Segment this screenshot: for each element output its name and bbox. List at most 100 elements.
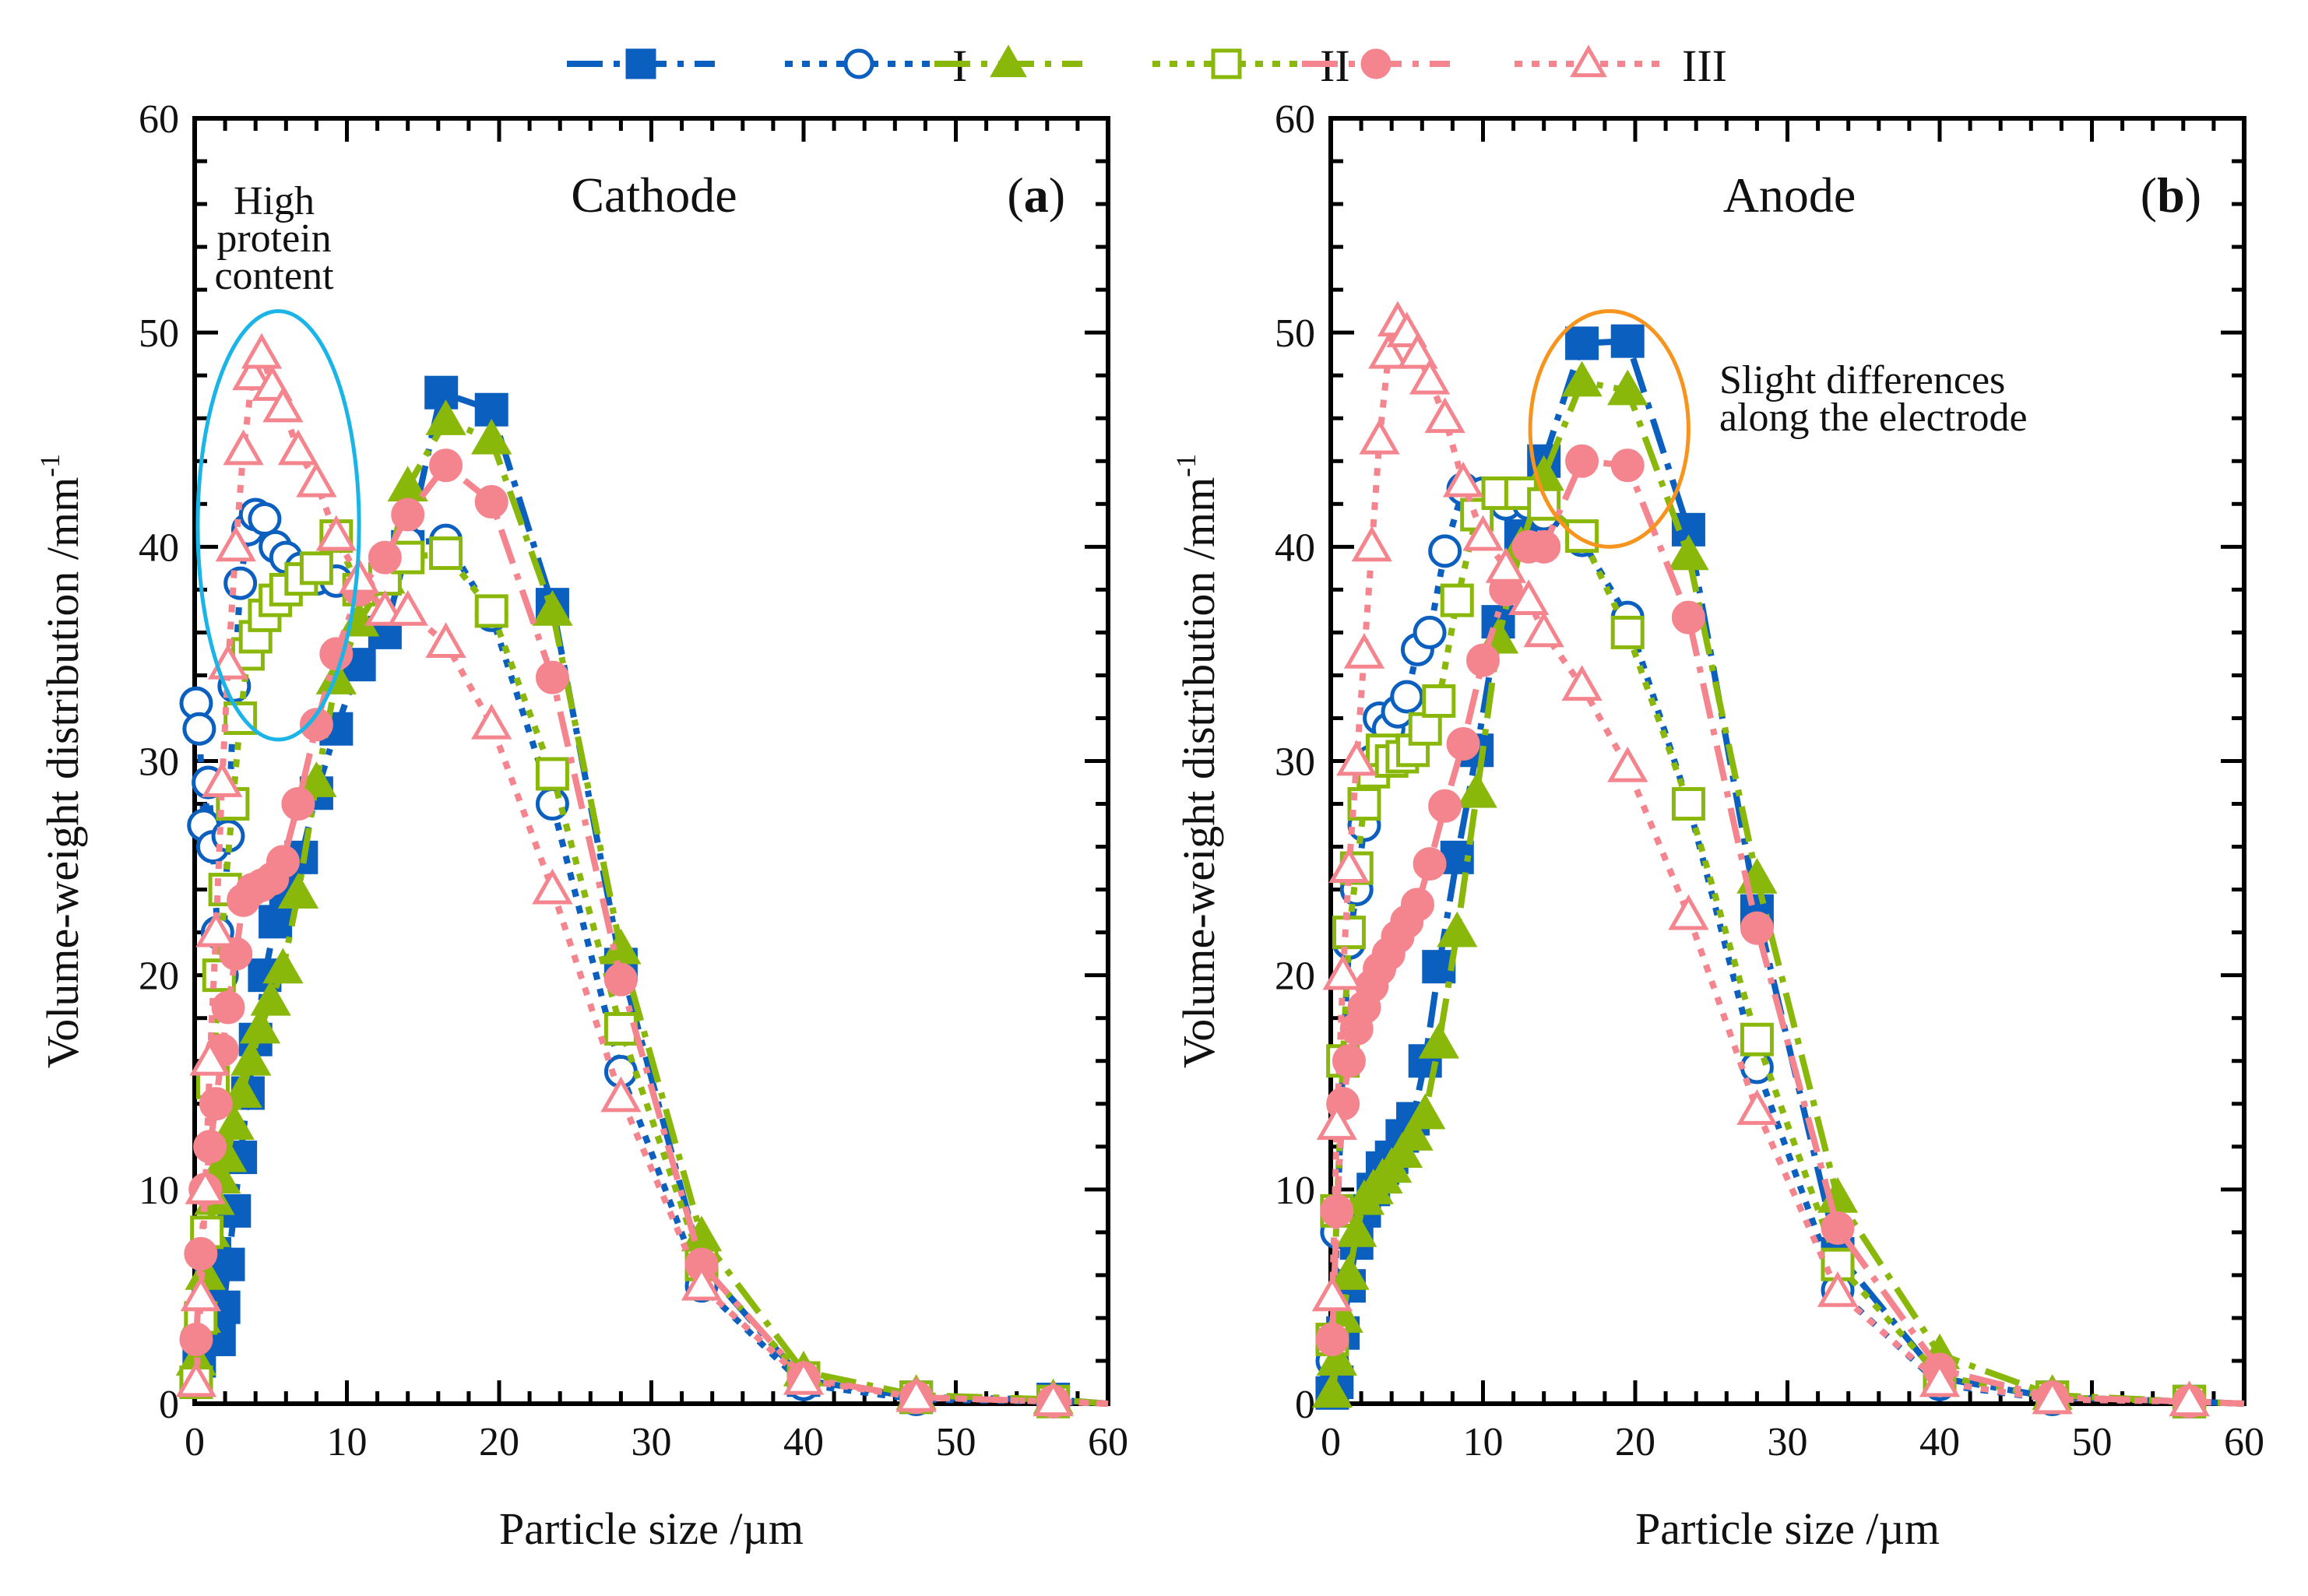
legend-entry [567,48,715,79]
data-point [424,375,459,410]
data-point [1561,360,1603,397]
data-point [1343,633,1385,669]
data-point [1523,611,1564,648]
data-point [1397,332,1438,369]
data-point [1368,332,1409,369]
data-point [2169,1380,2210,1417]
data-point [1610,615,1645,649]
legend-marker [1570,44,1607,78]
y-tick-label: 20 [1275,954,1315,999]
legend-marker [1360,48,1391,79]
y-axis-label-sup: -1 [1170,454,1201,477]
data-point [230,1039,272,1076]
data-point [193,1130,227,1164]
data-point [368,540,402,575]
data-point [471,418,512,455]
data-point [1565,519,1599,554]
panel-label-letter: a [1024,167,1049,223]
data-point [296,461,337,497]
data-point [1607,369,1648,406]
x-tick-label: 0 [185,1420,205,1464]
data-point [338,557,380,594]
series-line [192,417,1109,1407]
legend-marker [625,48,656,79]
legend-marker [990,44,1027,78]
data-point [1392,1115,1434,1151]
plot-frame [192,116,1110,1406]
data-point [299,708,333,742]
annotation-text: High [234,179,315,223]
legend-entry [1302,48,1450,79]
x-tick-label: 50 [2072,1420,2113,1464]
y-tick-label: 40 [139,526,179,570]
data-point [474,485,508,519]
annotation-text: along the electrode [1719,395,2028,440]
data-point [429,448,463,483]
legend-entry: I [785,40,967,91]
data-point [262,947,304,984]
annotation-text: protein [216,216,331,261]
data-point [1442,461,1484,497]
data-point [532,868,573,905]
series-iii-open [175,332,1109,1417]
data-point [1316,1340,1357,1376]
data-point [262,386,304,423]
y-tick-label: 30 [139,740,179,785]
panel-label-close: ) [1049,167,1065,223]
data-point [1400,888,1434,922]
x-tick-label: 60 [1088,1420,1128,1464]
data-point [535,660,569,694]
data-point [202,761,243,797]
data-point [1466,643,1500,677]
data-point [1418,1022,1459,1059]
y-tick-label: 50 [1275,311,1315,356]
data-point [1328,847,1370,883]
data-point [387,589,428,626]
x-tick-label: 40 [783,1420,824,1464]
data-point [250,979,291,1016]
data-point [1561,665,1603,701]
data-point [1311,1275,1353,1312]
data-point [603,962,638,997]
data-point [1424,397,1465,434]
data-point [299,551,333,585]
data-point [1736,1089,1778,1125]
data-point [1336,740,1377,776]
data-point [1422,684,1456,718]
data-point [535,757,569,791]
data-point [239,1007,281,1044]
data-point [1409,358,1451,395]
panel-title: Cathode [571,167,737,223]
data-point [1610,324,1645,358]
legend-marker [1211,48,1242,79]
data-point [1671,600,1705,635]
legend-entry [934,44,1082,78]
series-line [1328,486,2245,1407]
data-point [603,1011,638,1046]
data-point [474,594,508,628]
data-point [1821,1211,1855,1245]
data-point [1437,911,1478,947]
data-point [1440,583,1474,617]
legend-label: III [1682,40,1727,91]
data-point [1446,726,1480,761]
y-tick-label: 50 [139,311,179,356]
series-line [192,350,1109,1407]
data-point [1332,916,1366,950]
data-point [1740,1022,1774,1056]
data-point [1668,894,1709,930]
data-point [232,354,273,391]
x-tick-label: 40 [1919,1420,1960,1464]
y-tick-label: 0 [159,1383,179,1427]
y-tick-label: 40 [1275,526,1315,570]
data-point [783,1359,825,1395]
y-axis-label-text: Volume-weight distribution /mm [37,477,88,1068]
data-point [1527,529,1561,564]
data-point [1311,1372,1353,1408]
panel-label-open: ( [1007,167,1023,223]
data-point [1390,680,1424,714]
data-point [1462,515,1504,551]
data-point [199,1087,233,1121]
panel-label: (b) [2141,167,2201,223]
data-point [1413,847,1447,881]
